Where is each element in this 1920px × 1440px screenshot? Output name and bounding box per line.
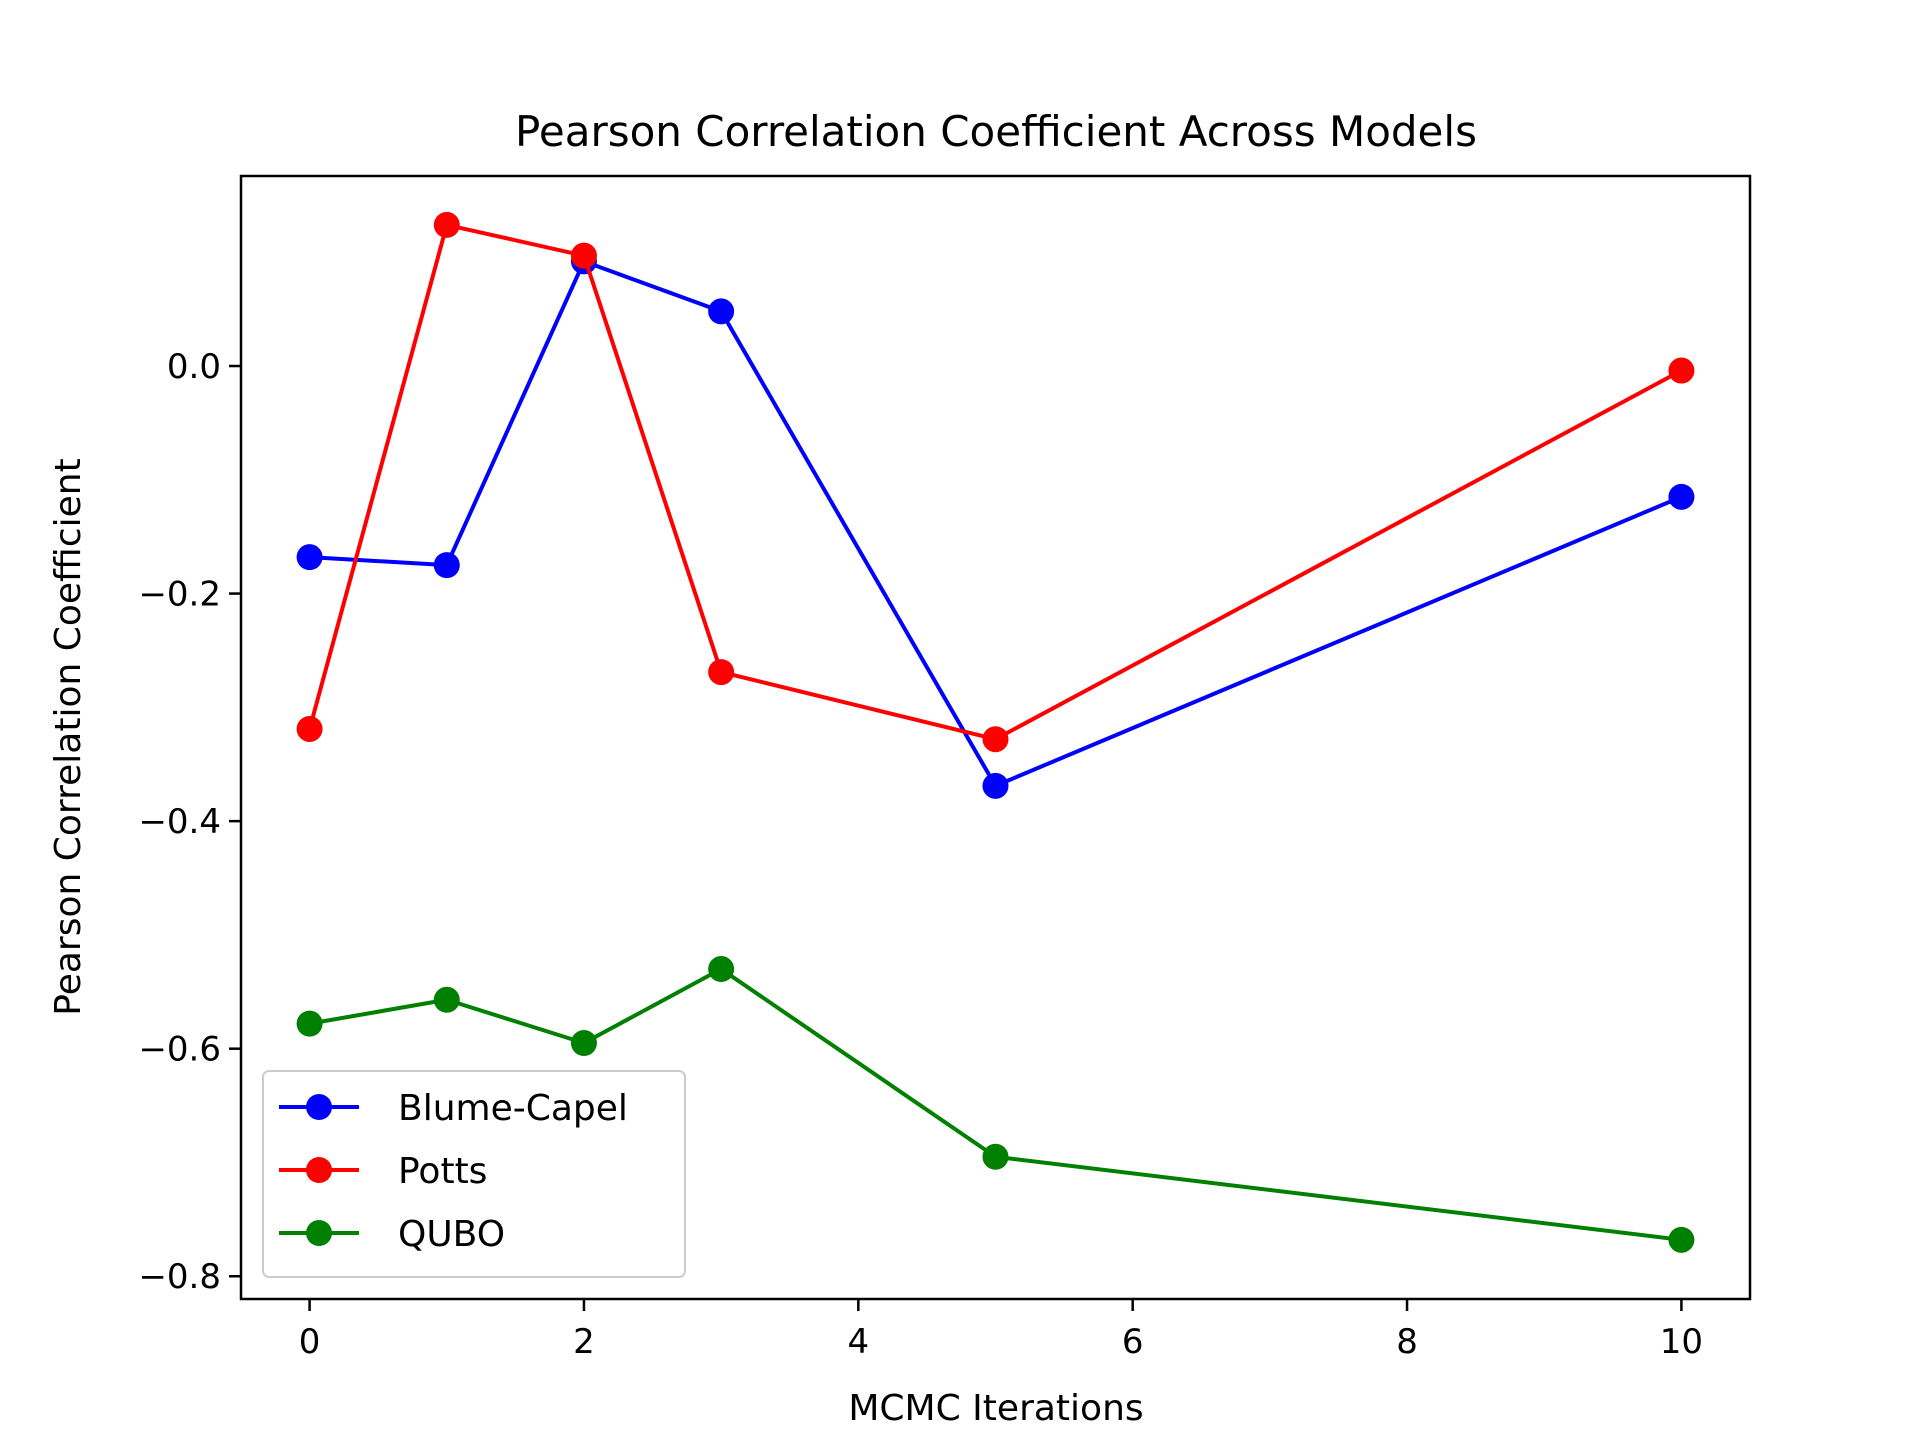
- y-axis-label: Pearson Correlation Coefficient: [48, 458, 89, 1015]
- series-qubo: [296, 956, 1695, 1253]
- data-point-potts: [708, 659, 735, 686]
- legend-label-qubo: QUBO: [398, 1214, 505, 1255]
- axes: 0 2 4 6 8 10 0.0 −0.2 −0.4 −0.6 −0.8: [138, 347, 1703, 1362]
- legend-marker-blume-capel: [306, 1094, 332, 1120]
- legend-marker-qubo: [306, 1220, 332, 1246]
- x-tick-label: 8: [1396, 1322, 1418, 1362]
- chart-title: Pearson Correlation Coefficient Across M…: [515, 107, 1477, 156]
- x-tick-label: 2: [573, 1322, 595, 1362]
- series-potts: [296, 211, 1695, 753]
- legend-marker-potts: [306, 1157, 332, 1183]
- y-tick-label: −0.6: [138, 1030, 221, 1070]
- y-tick-label: −0.2: [138, 575, 221, 615]
- data-point-qubo: [1668, 1226, 1695, 1253]
- x-tick-label: 0: [299, 1322, 321, 1362]
- legend-label-blume-capel: Blume-Capel: [398, 1088, 628, 1129]
- data-point-potts: [570, 242, 597, 269]
- data-point-qubo: [570, 1029, 597, 1056]
- series-layer: [296, 211, 1695, 1253]
- series-line-blume-capel: [309, 259, 1683, 788]
- legend-item-potts: Potts: [279, 1151, 487, 1192]
- data-point-qubo: [433, 986, 460, 1013]
- data-point-qubo: [982, 1143, 1009, 1170]
- data-point-qubo: [296, 1010, 323, 1037]
- data-point-potts: [982, 726, 1009, 753]
- data-point-potts: [433, 211, 460, 238]
- data-point-blume-capel: [1668, 483, 1695, 510]
- data-point-blume-capel: [982, 772, 1009, 799]
- y-tick-label: −0.8: [138, 1257, 221, 1297]
- data-point-blume-capel: [296, 544, 323, 571]
- x-tick-label: 4: [847, 1322, 869, 1362]
- data-point-qubo: [708, 956, 735, 983]
- data-point-potts: [1668, 357, 1695, 384]
- y-tick-label: −0.4: [138, 802, 221, 842]
- series-line-qubo: [309, 967, 1682, 1242]
- series-line-potts: [307, 222, 1683, 742]
- y-tick-label: 0.0: [167, 347, 221, 387]
- data-point-potts: [296, 715, 323, 742]
- legend-item-qubo: QUBO: [279, 1214, 505, 1255]
- plot-frame: [239, 174, 1752, 1301]
- legend-label-potts: Potts: [398, 1151, 487, 1192]
- x-tick-label: 6: [1122, 1322, 1144, 1362]
- legend-item-blume-capel: Blume-Capel: [279, 1088, 628, 1129]
- data-point-blume-capel: [708, 298, 735, 325]
- legend: Blume-Capel Potts QUBO: [262, 1070, 686, 1278]
- x-axis-label: MCMC Iterations: [848, 1388, 1143, 1429]
- legend-box: [262, 1070, 686, 1278]
- x-tick-label: 10: [1660, 1322, 1703, 1362]
- data-point-blume-capel: [433, 552, 460, 579]
